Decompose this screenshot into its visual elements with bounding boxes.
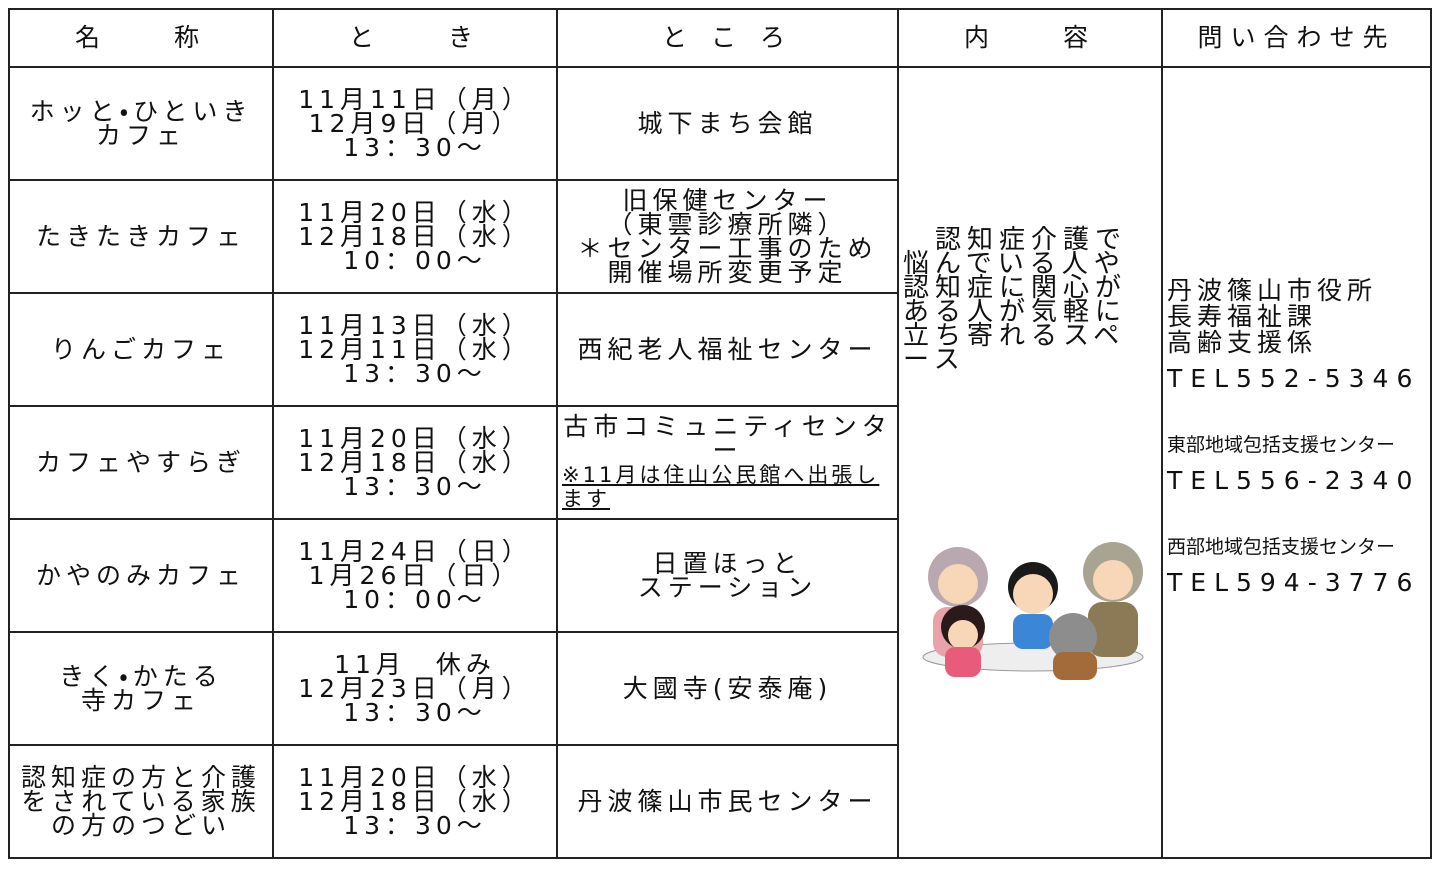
place-line: 城下まち会館 [637, 108, 818, 138]
name-cell: りんごカフェ [8, 292, 274, 407]
header-cell: 内 容 [897, 8, 1163, 68]
place-cell: 丹波篠山市民センター [556, 744, 899, 859]
table-body: ホッと・ひといき カフェ 11月11日（月） 12月9日（月） 13：30～ 城下まち会館… [8, 66, 1432, 859]
date-line: 11月20日（水） [298, 423, 532, 453]
header-cell: と き [272, 8, 558, 68]
date-line: 11月13日（水） [298, 310, 532, 340]
table-row: きく・かたる 寺カフェ 11月 休み 12月23日（月） 13：30～ 大國寺(安泰庵) [8, 631, 1431, 746]
date-line: 11月 休み [334, 649, 496, 679]
date-line: 1月26日（日） [308, 560, 522, 590]
place-line: 西紀老人福祉センター [577, 334, 878, 364]
contact-line: 西部地域包括支援センター [1167, 536, 1396, 558]
name-cell: カフェやすらぎ [8, 405, 274, 520]
name-cell: たきたきカフェ [8, 179, 274, 294]
place-line: ステーション [637, 572, 818, 602]
place-line: 日置ほっと [652, 548, 803, 578]
contact-line: 丹波篠山市役所 [1167, 276, 1378, 305]
date-cell: 11月20日（水） 12月18日（水） 13：30～ [272, 744, 558, 859]
place-line: 大國寺(安泰庵) [622, 673, 833, 703]
date-line: 11月11日（月） [298, 84, 532, 114]
date-cell: 11月 休み 12月23日（月） 13：30～ [272, 631, 558, 746]
table-row: りんごカフェ 11月13日（水） 12月11日（水） 13：30～ 西紀老人福祉センター [8, 292, 1431, 407]
place-cell: 古市コミュニティセンター ※11月は住山公民館へ出張します [556, 405, 899, 520]
contact-line: 高齢支援係 [1167, 328, 1318, 357]
date-line: 12月18日（水） [298, 221, 532, 251]
place-line: （東雲診療所隣） [607, 209, 848, 239]
place-line: 開催場所変更予定 [607, 257, 848, 287]
header-cell: 名 称 [8, 8, 274, 68]
header-cell: 問い合わせ先 [1161, 8, 1432, 68]
cafe-name: 認知症の方と介護をされている家族の方のつどい [20, 762, 261, 840]
date-line: 10：00～ [343, 584, 487, 614]
date-line: 10：00～ [343, 245, 487, 275]
content-line: 悩んでいる人や [903, 249, 1126, 279]
place-line: 古市コミュニティセンター [563, 411, 892, 465]
header-row: 名 称と きと こ ろ内 容問い合わせ先 [8, 8, 1432, 68]
date-line: 12月18日（水） [298, 447, 532, 477]
cafe-name: りんごカフェ [50, 334, 231, 364]
cafe-name: たきたきカフェ [35, 221, 246, 251]
contact-line: 長寿福祉課 [1167, 302, 1318, 331]
cafe-name: かやのみカフェ [35, 560, 246, 590]
contact-line: TEL594-3776 [1167, 568, 1421, 597]
date-line: 11月24日（日） [298, 536, 532, 566]
name-cell: きく・かたる 寺カフェ [8, 631, 274, 746]
content-cell: 認知症介護で 悩んでいる人や 認知症に関心が ある人が気軽に 立ち寄れるスペ ース [897, 66, 1163, 859]
name-cell: 認知症の方と介護をされている家族の方のつどい [8, 744, 274, 859]
place-line: 丹波篠山市民センター [577, 786, 878, 816]
date-cell: 11月24日（日） 1月26日（日） 10：00～ [272, 518, 558, 633]
content-line: ース [903, 345, 966, 375]
date-line: 12月23日（月） [298, 673, 532, 703]
date-line: 13：30～ [343, 697, 487, 727]
place-cell: 大國寺(安泰庵) [556, 631, 899, 746]
table-row: かやのみカフェ 11月24日（日） 1月26日（日） 10：00～ 日置ほっと ステーショ… [8, 518, 1431, 633]
date-cell: 11月13日（水） 12月11日（水） 13：30～ [272, 292, 558, 407]
table-row: カフェやすらぎ 11月20日（水） 12月18日（水） 13：30～ 古市コミュニティセ… [8, 405, 1431, 520]
date-line: 13：30～ [343, 471, 487, 501]
date-cell: 11月20日（水） 12月18日（水） 10：00～ [272, 179, 558, 294]
date-line: 13：30～ [343, 810, 487, 840]
content-line: 認知症介護で [903, 225, 1128, 255]
contact-line: TEL556-2340 [1167, 466, 1421, 495]
table-row: たきたきカフェ 11月20日（水） 12月18日（水） 10：00～ 旧保健センター （東… [8, 179, 1431, 294]
schedule-table: 名 称と きと こ ろ内 容問い合わせ先 ホッと・ひといき カフェ 11月11日（月… [8, 8, 1432, 859]
cafe-name: きく・かたる [59, 661, 223, 691]
cafe-name: カフェ [95, 120, 186, 150]
name-cell: かやのみカフェ [8, 518, 274, 633]
table-row: ホッと・ひといき カフェ 11月11日（月） 12月9日（月） 13：30～ 城下まち会館… [8, 66, 1432, 859]
date-cell: 11月11日（月） 12月9日（月） 13：30～ [272, 66, 558, 181]
place-cell: 旧保健センター （東雲診療所隣） ＊センター工事のため 開催場所変更予定 [556, 179, 899, 294]
date-line: 12月11日（水） [298, 334, 532, 364]
contact-line: TEL552-5346 [1167, 364, 1421, 393]
date-line: 11月20日（水） [298, 197, 532, 227]
date-line: 12月9日（月） [308, 108, 522, 138]
date-line: 13：30～ [343, 132, 487, 162]
table-row: 認知症の方と介護をされている家族の方のつどい 11月20日（水） 12月18日（水）… [8, 744, 1431, 859]
place-note: ※11月は住山公民館へ出張します [562, 462, 880, 511]
content-line: 立ち寄れるスペ [903, 321, 1126, 351]
name-cell: ホッと・ひといき カフェ [8, 66, 274, 181]
place-line: 旧保健センター [622, 185, 833, 215]
contact-line: 東部地域包括支援センター [1167, 434, 1396, 456]
date-line: 11月20日（水） [298, 762, 532, 792]
header-cell: と こ ろ [556, 8, 899, 68]
illustration [922, 542, 1144, 680]
date-cell: 11月20日（水） 12月18日（水） 13：30～ [272, 405, 558, 520]
cafe-name: カフェやすらぎ [35, 447, 246, 477]
place-cell: 城下まち会館 [556, 66, 899, 181]
page: 名 称と きと こ ろ内 容問い合わせ先 ホッと・ひといき カフェ 11月11日（月… [8, 8, 1432, 859]
contact-cell: 丹波篠山市役所 長寿福祉課 高齢支援係 TEL552-5346 東部地域包括支援センター… [1161, 66, 1432, 859]
content-line: ある人が気軽に [903, 297, 1128, 327]
cafe-name: ホッと・ひといき [29, 96, 253, 126]
place-cell: 日置ほっと ステーション [556, 518, 899, 633]
place-line: ＊センター工事のため [577, 233, 878, 263]
date-line: 12月18日（水） [298, 786, 532, 816]
content-line: 認知症に関心が [903, 273, 1128, 303]
place-cell: 西紀老人福祉センター [556, 292, 899, 407]
date-line: 13：30～ [343, 358, 487, 388]
cafe-name: 寺カフェ [80, 685, 201, 715]
